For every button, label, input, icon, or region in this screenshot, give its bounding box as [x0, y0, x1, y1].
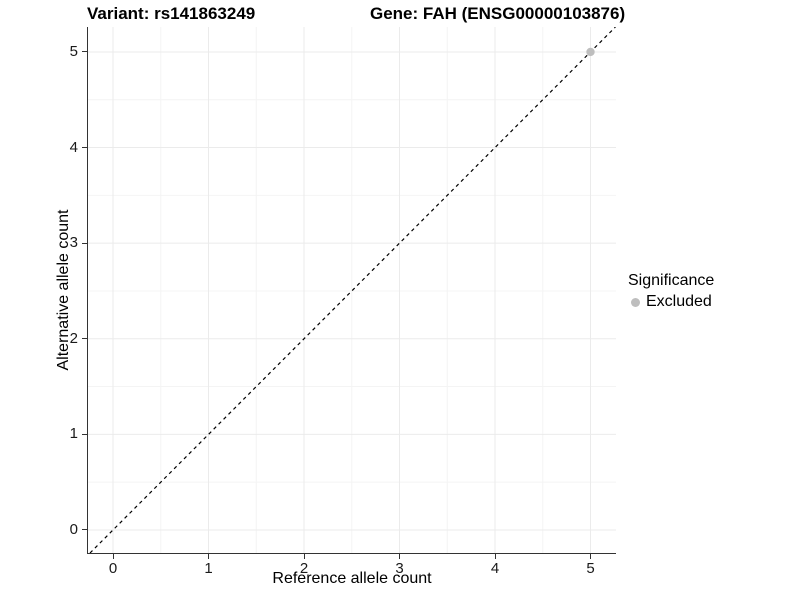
- legend-point-swatch: [631, 297, 640, 307]
- x-tick-label: 2: [299, 560, 309, 577]
- y-tick-label: 4: [69, 138, 78, 156]
- legend: Significance Excluded: [628, 272, 714, 311]
- plot-title-gene: Gene: FAH (ENSG00000103876): [370, 4, 626, 23]
- x-tick-label: 5: [586, 560, 595, 577]
- y-axis-tick: [82, 529, 87, 531]
- y-axis-tick: [82, 338, 87, 340]
- y-tick-label: 5: [69, 42, 78, 60]
- x-axis-label: Reference allele count: [272, 570, 432, 587]
- x-tick-label: 4: [490, 560, 500, 577]
- x-tick-label: 0: [108, 560, 118, 577]
- y-axis-tick: [82, 147, 87, 149]
- y-tick-label: 0: [69, 520, 78, 538]
- y-axis-tick: [82, 51, 87, 53]
- x-axis-tick: [303, 554, 305, 559]
- legend-title: Significance: [628, 272, 715, 289]
- legend-item-excluded: Excluded: [628, 293, 714, 311]
- x-axis-tick: [494, 554, 496, 559]
- y-tick-label: 1: [69, 425, 78, 443]
- x-axis-tick: [208, 554, 210, 559]
- plot-panel: [87, 27, 616, 554]
- x-axis-tick: [590, 554, 591, 559]
- x-tick-label: 3: [395, 560, 404, 577]
- identity-line: [89, 27, 616, 553]
- plot-canvas: [88, 27, 616, 553]
- y-tick-label: 2: [69, 329, 78, 347]
- y-axis-tick: [82, 242, 87, 244]
- x-axis-tick: [112, 554, 114, 559]
- legend-item-label: Excluded: [646, 293, 712, 310]
- x-axis-tick: [399, 554, 400, 559]
- plot-title-variant: Variant: rs141863249: [87, 4, 256, 23]
- data-point-excluded: [586, 47, 595, 57]
- y-axis-tick: [82, 433, 87, 435]
- x-tick-label: 1: [204, 560, 213, 577]
- y-tick-label: 3: [69, 234, 78, 252]
